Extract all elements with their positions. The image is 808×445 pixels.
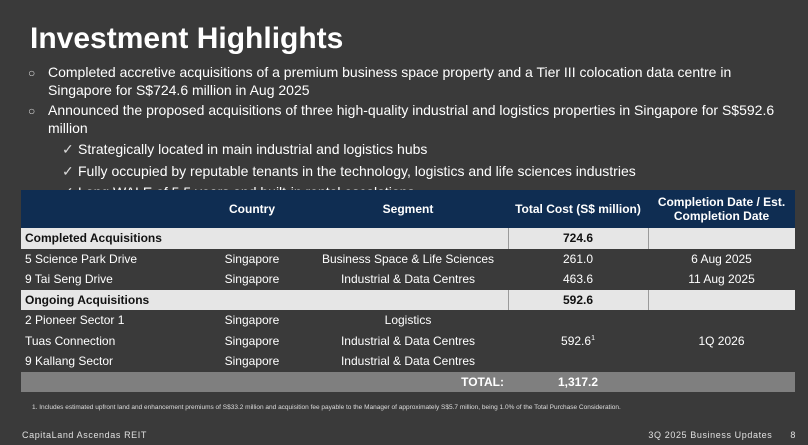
hollow-circle-bullet-icon: ○	[28, 104, 36, 118]
property-country: Singapore	[224, 272, 280, 287]
section-total: 724.6	[507, 228, 649, 249]
property-segment: Logistics	[384, 313, 432, 328]
property-cost: 463.6	[562, 272, 594, 287]
bullet-text: Completed accretive acquisitions of a pr…	[48, 64, 732, 98]
table-row: 5 Science Park Drive Singapore Business …	[21, 249, 795, 270]
header-completion-date: Completion Date / Est. Completion Date	[648, 190, 795, 228]
property-date: 6 Aug 2025	[691, 251, 752, 266]
sub-bullet-item: ✓ Strategically located in main industri…	[62, 141, 798, 159]
table-row: Tuas Connection Singapore Industrial & D…	[21, 331, 795, 352]
property-name: 9 Tai Seng Drive	[25, 272, 113, 287]
total-row: TOTAL: 1,317.2	[21, 371, 795, 392]
property-country: Singapore	[224, 333, 280, 348]
checkmark-icon: ✓	[62, 162, 74, 179]
sub-bullet-text: Fully occupied by reputable tenants in t…	[78, 162, 636, 179]
table-row: 9 Kallang Sector Singapore Industrial & …	[21, 351, 795, 372]
property-name: 9 Kallang Sector	[25, 354, 114, 369]
header-property	[21, 190, 196, 228]
bullet-text: Announced the proposed acquisitions of t…	[48, 102, 775, 136]
section-label: Completed Acquisitions	[21, 228, 508, 249]
property-name: 5 Science Park Drive	[25, 251, 138, 266]
table-row: 9 Tai Seng Drive Singapore Industrial & …	[21, 269, 795, 290]
sub-bullet-item: ✓ Fully occupied by reputable tenants in…	[62, 163, 798, 181]
section-label: Ongoing Acquisitions	[21, 289, 508, 310]
ongoing-date: 1Q 2026	[698, 333, 745, 348]
report-title: 3Q 2025 Business Updates	[648, 430, 773, 440]
acquisitions-table: Country Segment Total Cost (S$ million) …	[21, 190, 795, 392]
header-total-cost: Total Cost (S$ million)	[508, 190, 648, 228]
total-value: 1,317.2	[508, 371, 648, 392]
header-country: Country	[196, 190, 308, 228]
property-date: 11 Aug 2025	[688, 272, 755, 287]
section-row-completed: Completed Acquisitions 724.6	[21, 228, 795, 249]
footnote-marker: 1	[591, 334, 595, 342]
page-number: 8	[790, 430, 796, 440]
header-segment: Segment	[308, 190, 508, 228]
table-row: 2 Pioneer Sector 1 Singapore Logistics 5…	[21, 310, 795, 348]
property-segment: Industrial & Data Centres	[340, 354, 476, 369]
total-label: TOTAL:	[21, 371, 508, 392]
sub-bullet-text: Strategically located in main industrial…	[78, 141, 428, 157]
hollow-circle-bullet-icon: ○	[28, 66, 36, 80]
property-name: 2 Pioneer Sector 1	[25, 313, 125, 328]
property-cost: 261.0	[562, 251, 594, 266]
ongoing-cost-cell: 592.61	[508, 310, 648, 372]
checkmark-icon: ✓	[62, 141, 74, 157]
property-country: Singapore	[224, 251, 280, 266]
bullet-item: ○ Completed accretive acquisitions of a …	[28, 64, 798, 99]
section-total: 592.6	[507, 289, 649, 310]
property-country: Singapore	[224, 354, 280, 369]
table-header-row: Country Segment Total Cost (S$ million) …	[21, 190, 795, 228]
property-name: Tuas Connection	[25, 333, 116, 348]
section-row-ongoing: Ongoing Acquisitions 592.6	[21, 289, 795, 310]
property-segment: Industrial & Data Centres	[340, 333, 476, 348]
footnote: 1. Includes estimated upfront land and e…	[32, 404, 621, 411]
property-segment: Business Space & Life Sciences	[321, 251, 495, 266]
highlights-list: ○ Completed accretive acquisitions of a …	[28, 64, 798, 202]
footer-info: 3Q 2025 Business Updates 8	[648, 430, 796, 440]
bullet-item: ○ Announced the proposed acquisitions of…	[28, 102, 798, 137]
property-segment: Industrial & Data Centres	[340, 272, 476, 287]
ongoing-cost: 592.6	[561, 333, 592, 348]
property-country: Singapore	[224, 313, 280, 328]
company-name: CapitaLand Ascendas REIT	[22, 430, 147, 440]
page-title: Investment Highlights	[30, 22, 344, 55]
